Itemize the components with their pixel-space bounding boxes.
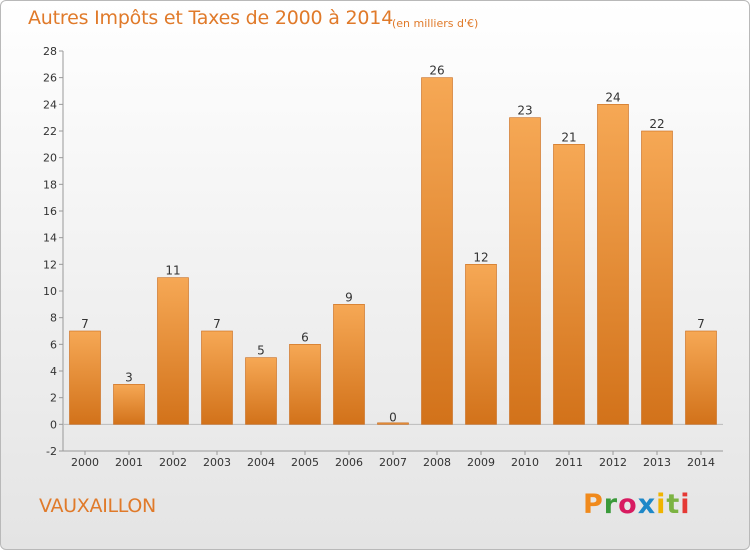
- bar-2013: [641, 130, 673, 425]
- value-label: 26: [429, 64, 444, 78]
- bar-2008: [421, 77, 453, 425]
- bar-2002: [157, 277, 189, 425]
- value-label: 0: [389, 410, 397, 424]
- logo-letter: i: [656, 489, 667, 520]
- y-tick-label: 2: [50, 392, 57, 405]
- y-tick-label: 0: [50, 418, 57, 431]
- bar-2011: [553, 144, 585, 425]
- x-tick-label: 2003: [203, 456, 231, 469]
- value-label: 12: [473, 250, 488, 264]
- logo-letter: t: [666, 489, 681, 520]
- value-label: 21: [561, 130, 576, 144]
- x-tick-label: 2010: [511, 456, 539, 469]
- x-tick-label: 2014: [687, 456, 715, 469]
- value-label: 5: [257, 344, 265, 358]
- x-tick-label: 2001: [115, 456, 143, 469]
- bar-2003: [201, 330, 233, 425]
- bar-2006: [333, 304, 365, 425]
- bar-2009: [465, 264, 497, 425]
- y-tick-label: -2: [46, 445, 57, 458]
- value-label: 6: [301, 330, 309, 344]
- bar-2014: [685, 330, 717, 425]
- bar-2005: [289, 344, 321, 425]
- value-label: 23: [517, 104, 532, 118]
- x-tick-label: 2005: [291, 456, 319, 469]
- chart-subtitle: (en milliers d'€): [392, 17, 479, 30]
- bar-2000: [69, 330, 101, 425]
- proxiti-logo[interactable]: Proxiti: [583, 489, 691, 520]
- y-tick-label: 20: [43, 152, 57, 165]
- y-tick-label: 26: [43, 72, 57, 85]
- y-tick-label: 28: [43, 45, 57, 58]
- x-tick-label: 2009: [467, 456, 495, 469]
- bar-2010: [509, 117, 541, 425]
- value-label: 9: [345, 290, 353, 304]
- y-tick-label: 24: [43, 98, 57, 111]
- y-tick-label: 18: [43, 178, 57, 191]
- commune-name: VAUXAILLON: [39, 495, 156, 517]
- y-tick-label: 4: [50, 365, 57, 378]
- value-label: 3: [125, 370, 133, 384]
- logo-letter: r: [603, 489, 619, 520]
- bar-2007: [377, 422, 409, 425]
- x-tick-label: 2007: [379, 456, 407, 469]
- logo-letter: P: [583, 489, 604, 520]
- bar-2004: [245, 357, 277, 425]
- bar-2001: [113, 384, 145, 425]
- y-tick-label: 8: [50, 312, 57, 325]
- chart-title: Autres Impôts et Taxes de 2000 à 2014: [28, 7, 394, 29]
- x-tick-label: 2012: [599, 456, 627, 469]
- value-label: 11: [165, 264, 180, 278]
- logo-letter: i: [680, 489, 691, 520]
- x-tick-label: 2013: [643, 456, 671, 469]
- value-label: 22: [649, 117, 664, 131]
- value-label: 7: [213, 317, 221, 331]
- bar-2012: [597, 104, 629, 425]
- logo-letter: o: [618, 489, 638, 520]
- y-tick-label: 22: [43, 125, 57, 138]
- x-tick-label: 2000: [71, 456, 99, 469]
- y-tick-label: 14: [43, 232, 57, 245]
- x-tick-label: 2002: [159, 456, 187, 469]
- x-tick-label: 2006: [335, 456, 363, 469]
- y-tick-label: 10: [43, 285, 57, 298]
- y-tick-label: 16: [43, 205, 57, 218]
- value-label: 7: [81, 317, 89, 331]
- x-tick-label: 2004: [247, 456, 275, 469]
- x-tick-label: 2008: [423, 456, 451, 469]
- y-tick-label: 12: [43, 258, 57, 271]
- value-label: 24: [605, 90, 620, 104]
- logo-letter: x: [637, 489, 657, 520]
- x-tick-label: 2011: [555, 456, 583, 469]
- y-tick-label: 6: [50, 338, 57, 351]
- value-label: 7: [697, 317, 705, 331]
